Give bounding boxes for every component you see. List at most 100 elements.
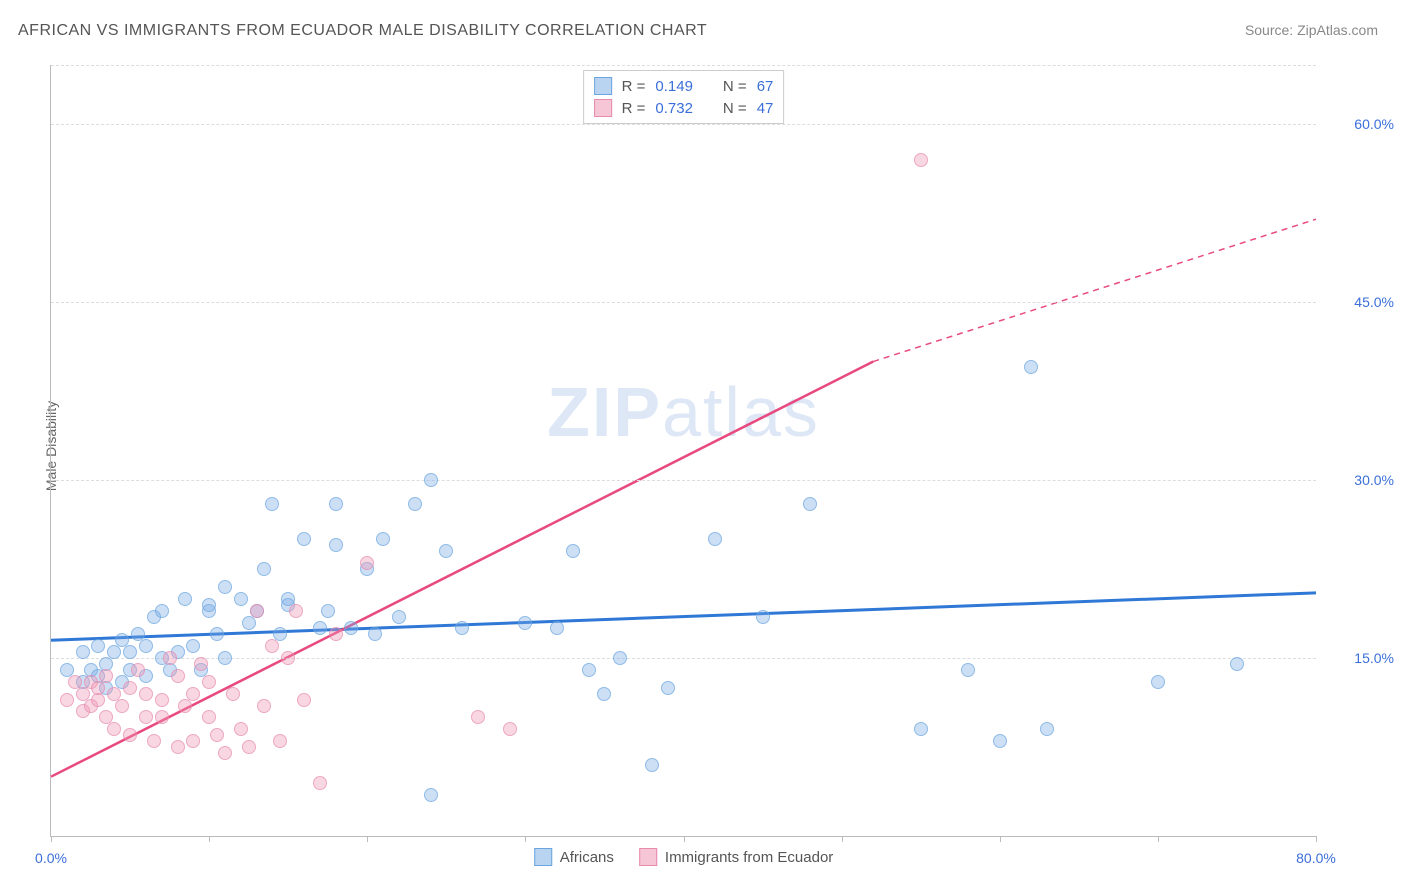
data-point bbox=[60, 693, 74, 707]
data-point bbox=[1151, 675, 1165, 689]
data-point bbox=[186, 734, 200, 748]
data-point bbox=[155, 693, 169, 707]
swatch-icon bbox=[594, 99, 612, 117]
data-point bbox=[91, 639, 105, 653]
r-label: R = bbox=[622, 100, 646, 117]
data-point bbox=[265, 639, 279, 653]
data-point bbox=[297, 693, 311, 707]
data-point bbox=[234, 592, 248, 606]
data-point bbox=[329, 627, 343, 641]
r-label: R = bbox=[622, 78, 646, 95]
data-point bbox=[163, 651, 177, 665]
swatch-icon bbox=[639, 848, 657, 866]
x-tick-label: 80.0% bbox=[1296, 850, 1336, 866]
data-point bbox=[178, 699, 192, 713]
y-tick-label: 60.0% bbox=[1354, 116, 1394, 132]
gridline bbox=[51, 65, 1316, 66]
data-point bbox=[550, 621, 564, 635]
data-point bbox=[708, 532, 722, 546]
n-label: N = bbox=[723, 78, 747, 95]
r-value: 0.149 bbox=[655, 78, 693, 95]
data-point bbox=[107, 722, 121, 736]
data-point bbox=[123, 645, 137, 659]
legend-label: Africans bbox=[560, 849, 614, 866]
data-point bbox=[344, 621, 358, 635]
data-point bbox=[439, 544, 453, 558]
data-point bbox=[202, 710, 216, 724]
data-point bbox=[566, 544, 580, 558]
data-point bbox=[257, 699, 271, 713]
x-tick bbox=[842, 836, 843, 842]
data-point bbox=[139, 639, 153, 653]
x-tick bbox=[1158, 836, 1159, 842]
data-point bbox=[91, 681, 105, 695]
data-point bbox=[993, 734, 1007, 748]
data-point bbox=[171, 669, 185, 683]
legend-series: Africans Immigrants from Ecuador bbox=[534, 848, 834, 866]
data-point bbox=[313, 621, 327, 635]
data-point bbox=[424, 788, 438, 802]
data-point bbox=[202, 675, 216, 689]
data-point bbox=[210, 627, 224, 641]
chart-container: AFRICAN VS IMMIGRANTS FROM ECUADOR MALE … bbox=[0, 0, 1406, 892]
data-point bbox=[1040, 722, 1054, 736]
x-tick bbox=[51, 836, 52, 842]
data-point bbox=[242, 740, 256, 754]
data-point bbox=[107, 645, 121, 659]
data-point bbox=[503, 722, 517, 736]
data-point bbox=[582, 663, 596, 677]
data-point bbox=[408, 497, 422, 511]
data-point bbox=[471, 710, 485, 724]
legend-item-africans: Africans bbox=[534, 848, 614, 866]
x-tick-label: 0.0% bbox=[35, 850, 67, 866]
trend-lines bbox=[51, 65, 1316, 836]
data-point bbox=[597, 687, 611, 701]
data-point bbox=[131, 663, 145, 677]
n-value: 67 bbox=[757, 78, 774, 95]
data-point bbox=[155, 710, 169, 724]
gridline bbox=[51, 480, 1316, 481]
data-point bbox=[171, 740, 185, 754]
x-tick bbox=[1316, 836, 1317, 842]
legend-row-ecuador: R = 0.732 N = 47 bbox=[594, 97, 774, 119]
swatch-icon bbox=[534, 848, 552, 866]
data-point bbox=[242, 616, 256, 630]
data-point bbox=[250, 604, 264, 618]
data-point bbox=[218, 580, 232, 594]
data-point bbox=[202, 598, 216, 612]
data-point bbox=[139, 710, 153, 724]
data-point bbox=[914, 722, 928, 736]
data-point bbox=[313, 776, 327, 790]
x-tick bbox=[209, 836, 210, 842]
data-point bbox=[661, 681, 675, 695]
gridline bbox=[51, 302, 1316, 303]
gridline bbox=[51, 124, 1316, 125]
data-point bbox=[257, 562, 271, 576]
data-point bbox=[376, 532, 390, 546]
data-point bbox=[139, 687, 153, 701]
data-point bbox=[613, 651, 627, 665]
data-point bbox=[329, 497, 343, 511]
x-tick bbox=[684, 836, 685, 842]
data-point bbox=[265, 497, 279, 511]
gridline bbox=[51, 658, 1316, 659]
trend-line bbox=[51, 362, 873, 777]
legend-item-ecuador: Immigrants from Ecuador bbox=[639, 848, 833, 866]
data-point bbox=[392, 610, 406, 624]
data-point bbox=[756, 610, 770, 624]
data-point bbox=[99, 669, 113, 683]
data-point bbox=[186, 639, 200, 653]
data-point bbox=[803, 497, 817, 511]
legend-stats: R = 0.149 N = 67 R = 0.732 N = 47 bbox=[583, 70, 785, 124]
source-attribution: Source: ZipAtlas.com bbox=[1245, 22, 1378, 38]
data-point bbox=[76, 645, 90, 659]
data-point bbox=[155, 604, 169, 618]
chart-title: AFRICAN VS IMMIGRANTS FROM ECUADOR MALE … bbox=[18, 22, 707, 40]
legend-row-africans: R = 0.149 N = 67 bbox=[594, 75, 774, 97]
data-point bbox=[273, 734, 287, 748]
data-point bbox=[360, 556, 374, 570]
trend-line bbox=[873, 219, 1316, 361]
x-tick bbox=[1000, 836, 1001, 842]
data-point bbox=[1024, 360, 1038, 374]
data-point bbox=[218, 651, 232, 665]
